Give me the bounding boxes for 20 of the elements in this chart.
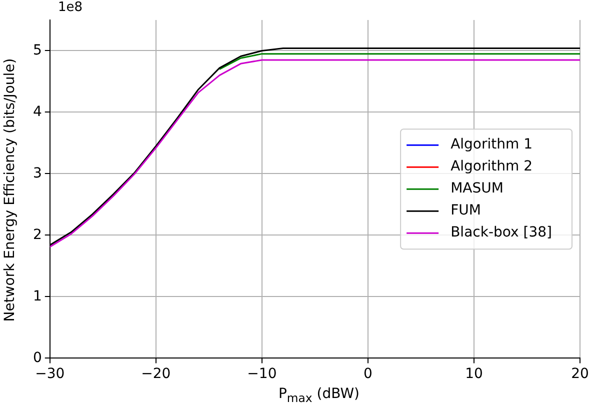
x-tick-label: 20 (571, 366, 589, 382)
x-axis-title: P$_{max}$ (dBW) (277, 386, 361, 405)
x-tick-label: −30 (35, 366, 65, 382)
x-tick-label: 0 (364, 366, 372, 382)
y-tick-label: 0 (32, 350, 42, 366)
legend-label: Algorithm 2 (450, 158, 532, 175)
y-tick-label: 1 (32, 288, 42, 304)
legend-label: Algorithm 1 (450, 136, 532, 153)
legend-label: MASUM (450, 180, 504, 197)
y-axis-title: Network Energy Efficiency (bits/Joule) (2, 57, 18, 324)
y-tick-label: 2 (32, 226, 42, 243)
legend-label: Black-box [38] (450, 224, 552, 241)
y-tick-label: 3 (32, 165, 42, 182)
x-tick-label: −10 (247, 366, 277, 382)
y-tick-label: 4 (32, 104, 42, 120)
y-tick-label: 5 (32, 42, 42, 58)
text: 1e8 (58, 0, 83, 15)
legend-label: FUM (450, 202, 481, 219)
x-tick-label: 10 (465, 366, 483, 382)
x-tick-label: −20 (141, 366, 171, 382)
